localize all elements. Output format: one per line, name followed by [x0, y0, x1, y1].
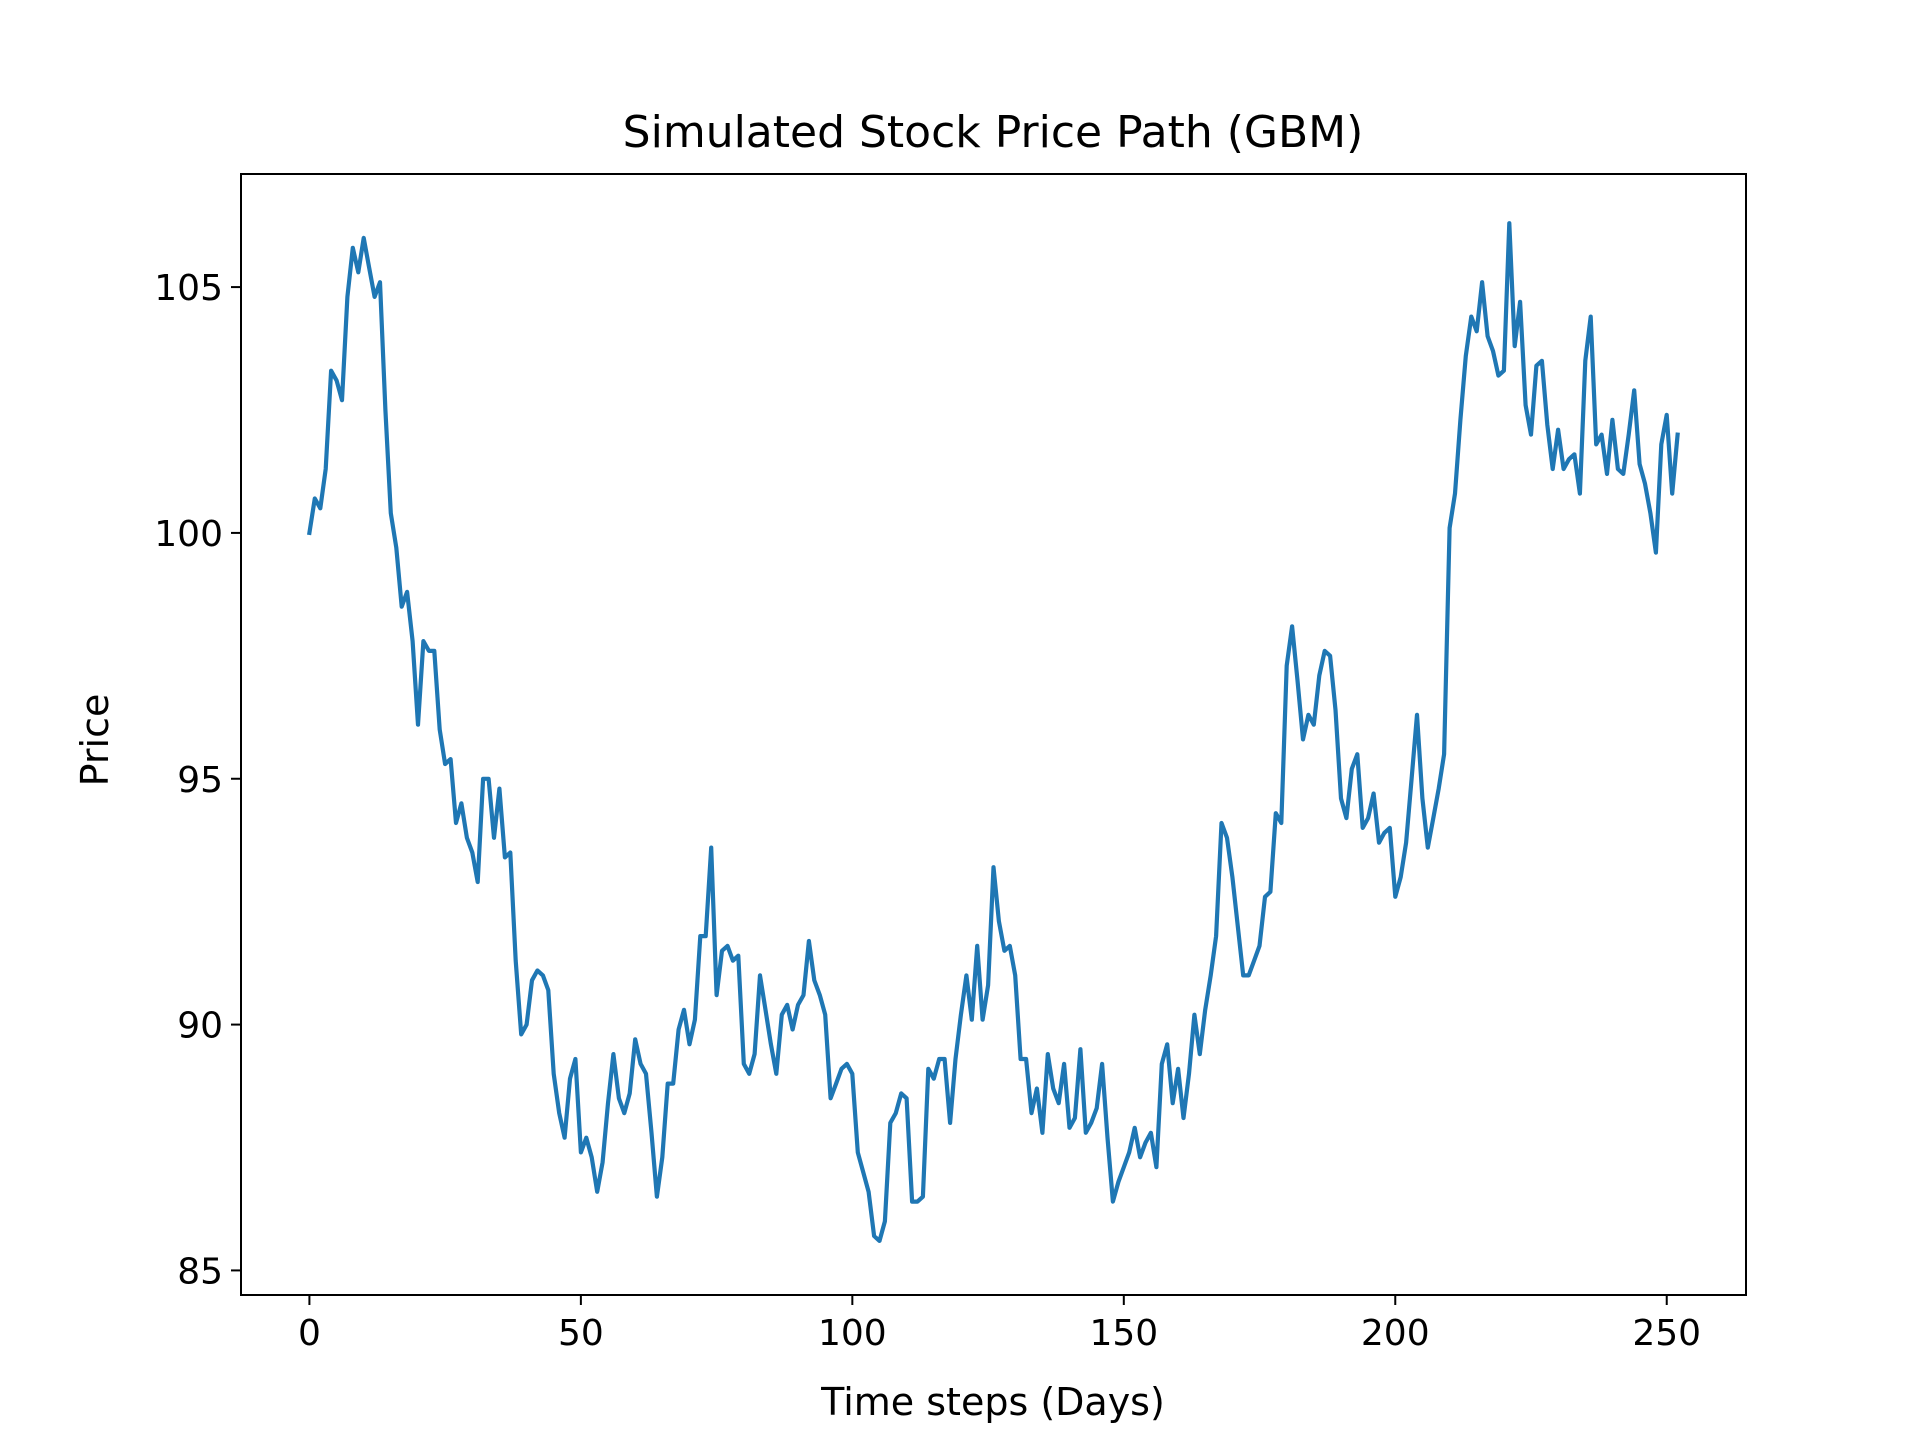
x-tick-label: 0 — [298, 1313, 321, 1354]
x-axis: 0 50 100 150 200 250 — [298, 1295, 1701, 1354]
x-tick-label: 100 — [818, 1313, 887, 1354]
x-axis-label: Time steps (Days) — [820, 1380, 1165, 1424]
plot-frame — [240, 173, 1747, 1296]
y-tick-label: 100 — [154, 514, 223, 555]
x-tick-label: 150 — [1089, 1313, 1158, 1354]
y-tick-label: 95 — [177, 760, 223, 801]
x-tick-label: 250 — [1632, 1313, 1701, 1354]
x-tick-label: 50 — [558, 1313, 604, 1354]
plot-area — [240, 173, 1747, 1296]
y-axis-label: Price — [73, 694, 117, 787]
y-tick-label: 85 — [177, 1251, 223, 1292]
y-tick-label: 105 — [154, 268, 223, 309]
chart-title: Simulated Stock Price Path (GBM) — [623, 107, 1364, 158]
x-tick-label: 200 — [1361, 1313, 1430, 1354]
y-axis: 85 90 95 100 105 — [154, 268, 241, 1292]
y-tick-label: 90 — [177, 1006, 223, 1047]
price-series-line — [306, 221, 1680, 1243]
